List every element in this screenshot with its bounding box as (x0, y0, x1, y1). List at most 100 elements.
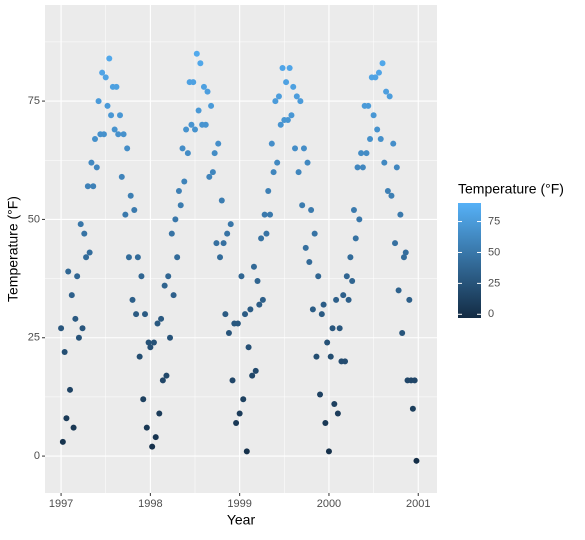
point (143, 424, 150, 431)
point (179, 145, 186, 152)
point (147, 344, 154, 351)
point (184, 150, 191, 157)
point (374, 126, 381, 133)
point (309, 306, 316, 313)
point (393, 164, 400, 171)
point (345, 296, 352, 303)
point (279, 64, 286, 71)
point (318, 311, 325, 318)
point (67, 386, 74, 393)
point (81, 230, 88, 237)
point (208, 102, 215, 109)
point (117, 112, 124, 119)
point (70, 424, 77, 431)
point (213, 240, 220, 247)
points (58, 50, 420, 464)
x-tick-label: 1998 (138, 498, 162, 510)
x-axis-title: Year (227, 512, 256, 528)
point (165, 273, 172, 280)
point (83, 254, 90, 261)
point (238, 273, 245, 280)
grid (45, 5, 437, 493)
point (397, 211, 404, 218)
legend-tick-label: 0 (488, 308, 494, 320)
point (177, 202, 184, 209)
point (329, 325, 336, 332)
point (325, 448, 332, 455)
x-tick-label: 2000 (317, 498, 341, 510)
point (168, 230, 175, 237)
point (308, 206, 315, 213)
legend-title: Temperature (°F) (458, 181, 564, 197)
point (249, 372, 256, 379)
legend-tick-label: 50 (488, 246, 500, 258)
point (268, 140, 275, 147)
point (359, 164, 366, 171)
point (340, 292, 347, 299)
point (90, 183, 97, 190)
point (75, 334, 82, 341)
point (222, 311, 229, 318)
point (252, 367, 259, 374)
point (100, 131, 107, 138)
point (74, 273, 81, 280)
point (395, 287, 402, 294)
point (388, 192, 395, 199)
point (195, 107, 202, 114)
point (131, 206, 138, 213)
point (234, 320, 241, 327)
point (111, 126, 118, 133)
point (245, 344, 252, 351)
point (102, 74, 109, 81)
point (115, 131, 122, 138)
point (386, 93, 393, 100)
point (229, 377, 236, 384)
point (381, 159, 388, 166)
point (242, 311, 249, 318)
point (300, 145, 307, 152)
point (288, 112, 295, 119)
point (88, 159, 95, 166)
point (122, 211, 129, 218)
point (311, 230, 318, 237)
axes: 0 25 50 75 1997 1998 1999 2000 2001 (28, 95, 431, 510)
point (161, 282, 168, 289)
point (270, 169, 277, 176)
point (347, 254, 354, 261)
point (224, 230, 231, 237)
point (295, 169, 302, 176)
point (411, 377, 418, 384)
point (390, 140, 397, 147)
point (370, 112, 377, 119)
point (406, 296, 413, 303)
point (384, 188, 391, 195)
point (113, 83, 120, 90)
legend-tick-label: 25 (488, 277, 500, 289)
point (72, 315, 79, 322)
point (218, 197, 225, 204)
point (134, 254, 141, 261)
point (149, 443, 156, 450)
point (258, 235, 265, 242)
point (206, 173, 213, 180)
point (247, 306, 254, 313)
point (59, 438, 66, 445)
point (220, 240, 227, 247)
x-tick-label: 1997 (49, 498, 73, 510)
point (197, 60, 204, 67)
point (342, 358, 349, 365)
point (68, 292, 75, 299)
point (313, 353, 320, 360)
point (175, 188, 182, 195)
point (365, 102, 372, 109)
point (350, 206, 357, 213)
point (174, 254, 181, 261)
point (320, 301, 327, 308)
point (265, 188, 272, 195)
point (306, 259, 313, 266)
point (125, 254, 132, 261)
point (275, 93, 282, 100)
point (243, 448, 250, 455)
point (356, 216, 363, 223)
